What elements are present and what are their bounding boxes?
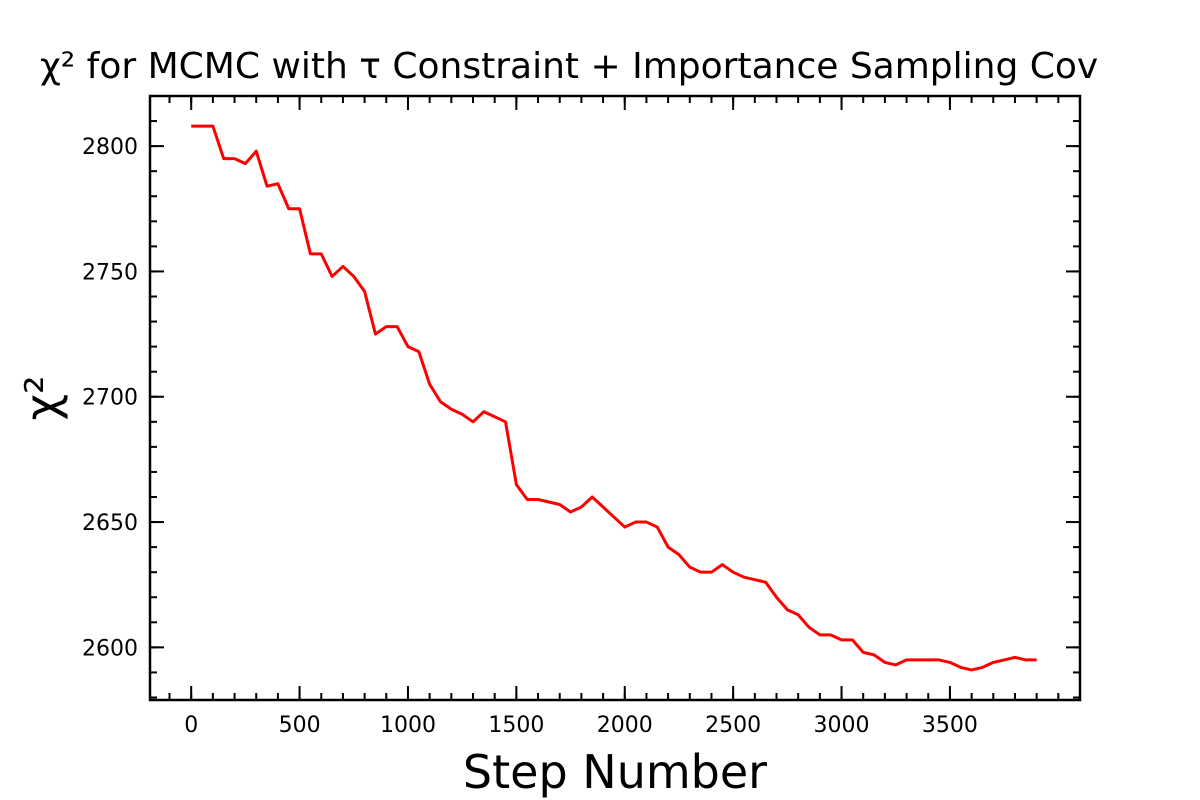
- y-tick-label: 2650: [82, 511, 138, 536]
- chart-title: χ² for MCMC with τ Constraint + Importan…: [40, 46, 1098, 87]
- x-tick-label: 1500: [488, 713, 544, 738]
- y-tick-label: 2700: [82, 386, 138, 411]
- plot-area: [191, 124, 1037, 672]
- x-tick-label: 3500: [922, 713, 978, 738]
- y-tick-label: 2600: [82, 636, 138, 661]
- y-axis-label: χ²: [15, 375, 69, 420]
- y-tick-label: 2800: [82, 135, 138, 160]
- y-tick-label: 2750: [82, 260, 138, 285]
- x-tick-label: 0: [184, 713, 198, 738]
- x-tick-label: 500: [279, 713, 321, 738]
- x-axis-label: Step Number: [463, 745, 767, 799]
- x-tick-label: 3000: [814, 713, 870, 738]
- x-tick-label: 1000: [380, 713, 436, 738]
- data-line: [191, 124, 1037, 672]
- x-tick-label: 2500: [705, 713, 761, 738]
- axes-frame: [148, 94, 1082, 702]
- x-tick-label: 2000: [597, 713, 653, 738]
